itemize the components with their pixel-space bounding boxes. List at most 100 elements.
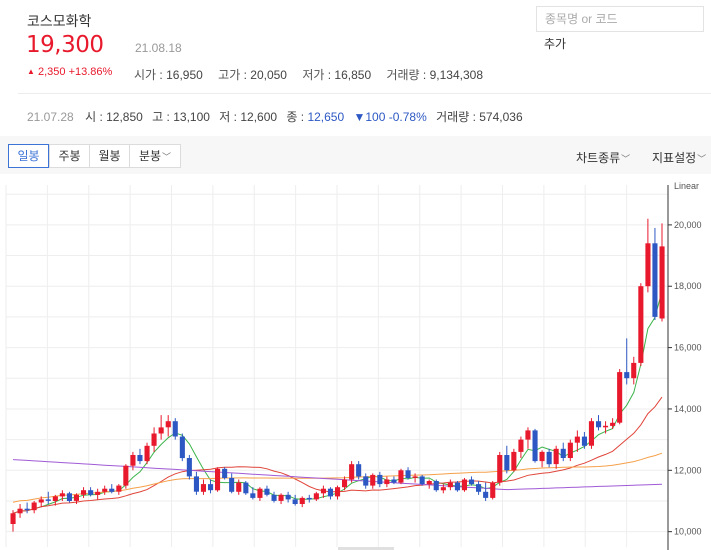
stock-name: 코스모화학 [27,13,92,29]
candle-body [426,481,432,485]
candle-body [179,436,185,459]
candle [257,487,263,501]
candle [10,510,16,532]
candle-body [419,476,425,485]
chevron-down-icon: ﹀ [621,154,631,164]
candle [377,471,383,488]
period-daily-button[interactable]: 일봉 [8,144,49,168]
candle [504,445,510,474]
candle-body [285,494,291,500]
candle [476,481,482,495]
candle [264,485,270,497]
candle [659,223,665,322]
period-monthly-button[interactable]: 월봉 [89,144,130,168]
candle [560,442,566,462]
y-tick-label: 10,000 [674,527,702,537]
candle [574,430,580,452]
candle-body [490,482,496,498]
chevron-down-icon: ﹀ [697,154,707,164]
candle-body [292,499,298,504]
candle [624,338,630,385]
y-tick-label: 14,000 [674,404,702,414]
candle-body [497,455,503,483]
candle-body [52,496,58,501]
candle [631,356,637,385]
candle-body [546,451,552,465]
candle-body [645,243,651,287]
chart-type-dropdown[interactable]: 차트종류﹀ [576,149,630,166]
candle-body [200,484,206,492]
candle [588,418,594,449]
candle [31,500,37,514]
candle-body [603,425,609,428]
candle [229,473,235,494]
candle-body [250,493,256,498]
candle [123,464,129,489]
candle [490,481,496,500]
candle-body [454,482,460,491]
candle-body [81,490,87,495]
y-tick-label: 12,000 [674,465,702,475]
candle [313,491,319,501]
candle [440,484,446,494]
candle-body [363,476,369,486]
previous-change: ▼100 -0.78% [353,110,427,124]
candle [236,479,242,495]
previous-date: 21.07.28 [27,110,74,124]
candle-body [624,372,630,379]
stat-high: 고가 : 20,050 [218,68,287,82]
candle [497,451,503,486]
candle [208,479,214,494]
candle [511,448,517,472]
candle [73,493,79,505]
previous-close: 종 : 12,650 [286,110,345,124]
candle-body [391,479,397,483]
y-axis-ticks: 10,000 12,000 14,000 16,000 18,000 20,000 [668,220,702,537]
candle [151,427,157,452]
candle-body [539,451,545,462]
chart-type-label: 차트종류 [576,151,621,165]
candle [342,476,348,491]
chart-scrollbar-thumb[interactable] [338,547,394,550]
candle [130,451,136,471]
chart-grid [5,185,669,547]
candle [186,454,192,480]
candle-body [10,513,16,524]
previous-high: 고 : 13,100 [152,110,210,124]
candle-body [461,479,467,491]
period-weekly-button[interactable]: 주봉 [49,144,90,168]
candlestick-chart[interactable]: Linear 10,000 12,000 14,000 16,000 18,000 20,… [0,175,711,550]
candle-body [412,476,418,478]
period-minute-label: 분봉 [138,149,162,163]
period-minute-button[interactable]: 분봉﹀ [129,144,181,168]
candle [172,418,178,440]
indicator-settings-dropdown[interactable]: 지표설정﹀ [652,149,706,166]
candle-body [525,430,531,440]
stock-search-input[interactable] [537,12,703,26]
candle-body [596,421,602,428]
candle [38,496,44,508]
candle-body [59,493,65,497]
candle [193,471,199,495]
candle [567,439,573,462]
scale-type-label: Linear [674,181,699,191]
candle-body [278,494,284,501]
candle-body [116,485,122,492]
candle-body [123,465,129,486]
candle-body [222,468,228,478]
chart-toolbar: 일봉 주봉 월봉 분봉﹀ 차트종류﹀ 지표설정﹀ [0,136,711,174]
candle [137,448,143,465]
candle-body [483,491,489,498]
y-tick-label: 20,000 [674,220,702,230]
candle [250,487,256,500]
candle-body [377,474,383,485]
candle [116,484,122,495]
candle [299,496,305,508]
candle [109,484,115,494]
candle [447,479,453,491]
candle-body [560,448,566,458]
candle-body [504,455,510,471]
candle [306,494,312,503]
add-stock-button[interactable]: 추가 [544,37,567,51]
candle [285,491,291,503]
